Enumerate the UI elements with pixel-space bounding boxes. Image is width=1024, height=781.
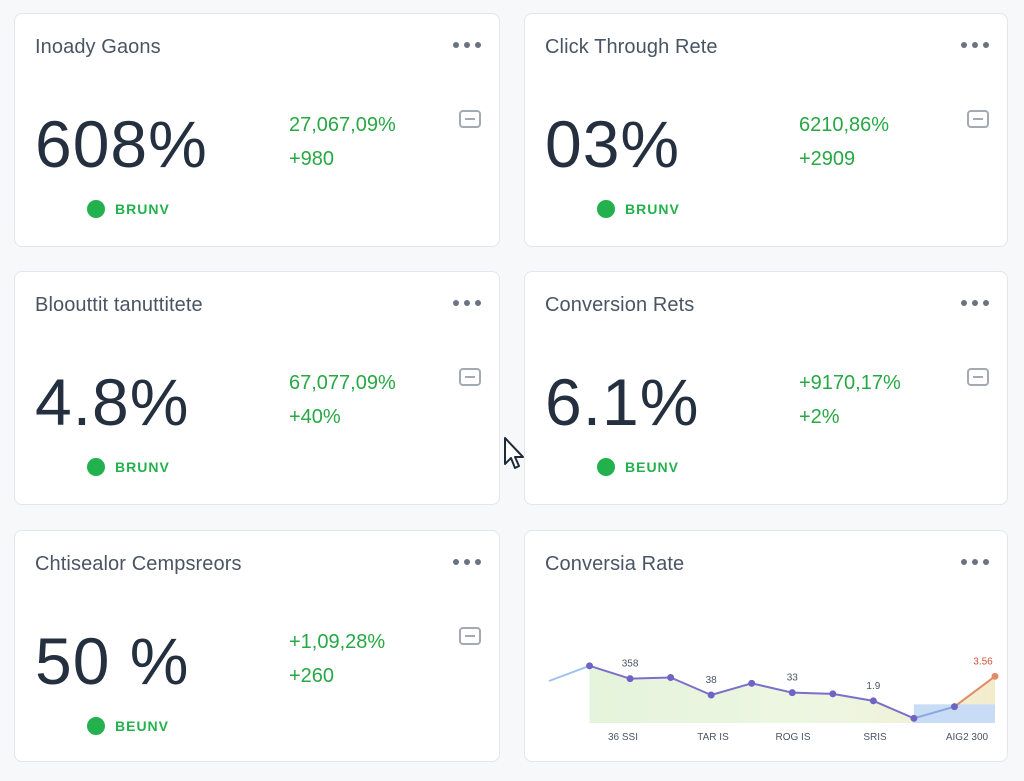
status-label: BRUNV: [115, 459, 170, 475]
x-tick-label: TAR IS: [697, 732, 729, 743]
status-indicator: BRUNV: [87, 200, 170, 218]
data-point: [991, 672, 999, 680]
series-line-segment: [548, 664, 590, 682]
more-options-icon[interactable]: [961, 42, 989, 48]
metric-delta: 67,077,09%: [289, 372, 396, 394]
card-title: Click Through Rete: [545, 36, 718, 58]
status-dot-icon: [87, 717, 105, 735]
status-dot-icon: [87, 458, 105, 476]
metric-change: +2909: [799, 148, 856, 170]
metric-change: +980: [289, 148, 335, 170]
status-dot-icon: [87, 200, 105, 218]
metric-value: 03%: [545, 107, 681, 181]
metric-value: 608%: [35, 107, 208, 181]
card-title: Conversion Rets: [545, 294, 695, 316]
status-dot-icon: [597, 200, 615, 218]
data-point: [586, 662, 594, 670]
data-point: [748, 679, 756, 687]
x-tick-label: ROG IS: [775, 732, 810, 743]
metric-delta: +1,09,28%: [289, 631, 386, 653]
metric-change: +2%: [799, 406, 840, 428]
series-line-segment: [751, 682, 793, 694]
more-options-icon[interactable]: [453, 300, 481, 306]
status-indicator: BEUNV: [597, 458, 679, 476]
metric-change: +40%: [289, 406, 341, 428]
data-point: [626, 675, 634, 683]
series-line-segment: [589, 664, 631, 680]
series-line-segment: [953, 675, 996, 708]
more-options-icon[interactable]: [453, 42, 481, 48]
series-line-segment: [913, 705, 955, 720]
card-title: Inoady Gaons: [35, 36, 161, 58]
comment-icon[interactable]: [967, 368, 989, 386]
data-point: [788, 689, 796, 697]
data-point: [829, 690, 837, 698]
comment-icon[interactable]: [967, 110, 989, 128]
metric-card: Click Through Rete 03% 6210,86% +2909 BR…: [524, 13, 1008, 247]
mouse-cursor-icon: [504, 437, 524, 469]
metric-delta: 27,067,09%: [289, 114, 396, 136]
x-tick-label: SRIS: [863, 732, 887, 743]
chart-card: Conversia Rate 358 38 33 1.9 3.56 36 SSI TAR I…: [524, 530, 1008, 762]
line-chart-svg: 358 38 33 1.9 3.56 36 SSI TAR IS ROG IS SRIS AIG2…: [548, 656, 999, 743]
data-point: [910, 714, 918, 722]
comment-icon[interactable]: [459, 627, 481, 645]
metric-change: +260: [289, 665, 335, 687]
metric-card: Chtisealor Cempsreors 50 % +1,09,28% +26…: [14, 530, 500, 762]
status-indicator: BRUNV: [87, 458, 170, 476]
series-line-segment: [710, 682, 753, 696]
series-line-segment: [630, 676, 671, 680]
status-label: BEUNV: [625, 459, 680, 475]
chart-title: Conversia Rate: [545, 553, 685, 575]
data-point: [667, 674, 675, 681]
metric-card: Bloouttit tanuttitete 4.8% 67,077,09% +4…: [14, 271, 500, 505]
data-label: 38: [706, 675, 718, 686]
x-tick-label: 36 SSI: [608, 732, 638, 743]
status-indicator: BRUNV: [597, 200, 680, 218]
metric-card: Conversion Rets 6.1% +9170,17% +2% BEUNV: [524, 271, 1008, 505]
comment-icon[interactable]: [459, 368, 481, 386]
x-tick-label: AIG2 300: [946, 732, 989, 743]
line-chart: 358 38 33 1.9 3.56 36 SSI TAR IS ROG IS SRIS AIG2…: [543, 643, 1007, 763]
data-label: 358: [622, 659, 639, 670]
data-point: [869, 697, 877, 705]
metric-delta: +9170,17%: [799, 372, 901, 394]
series-line-segment: [792, 691, 833, 695]
card-title: Bloouttit tanuttitete: [35, 294, 203, 316]
metric-delta: 6210,86%: [799, 114, 890, 136]
status-label: BEUNV: [115, 718, 170, 734]
card-title: Chtisealor Cempsreors: [35, 553, 242, 575]
data-label: 33: [787, 673, 799, 684]
series-line-segment: [872, 699, 915, 720]
metric-value: 50 %: [35, 624, 190, 698]
status-label: BRUNV: [625, 201, 680, 217]
chart-highlight-region: [913, 704, 995, 723]
status-label: BRUNV: [115, 201, 170, 217]
comment-icon[interactable]: [459, 110, 481, 128]
data-label: 1.9: [866, 681, 880, 692]
series-line-segment: [670, 676, 712, 696]
metric-value: 6.1%: [545, 365, 700, 439]
series-line-segment: [832, 692, 874, 702]
data-point: [950, 703, 958, 711]
metric-card: Inoady Gaons 608% 27,067,09% +980 BRUNV: [14, 13, 500, 247]
metric-value: 4.8%: [35, 365, 190, 439]
more-options-icon[interactable]: [453, 559, 481, 565]
more-options-icon[interactable]: [961, 559, 989, 565]
status-dot-icon: [597, 458, 615, 476]
data-label: 3.56: [973, 656, 993, 667]
more-options-icon[interactable]: [961, 300, 989, 306]
status-indicator: BEUNV: [87, 717, 169, 735]
data-point: [707, 691, 715, 699]
